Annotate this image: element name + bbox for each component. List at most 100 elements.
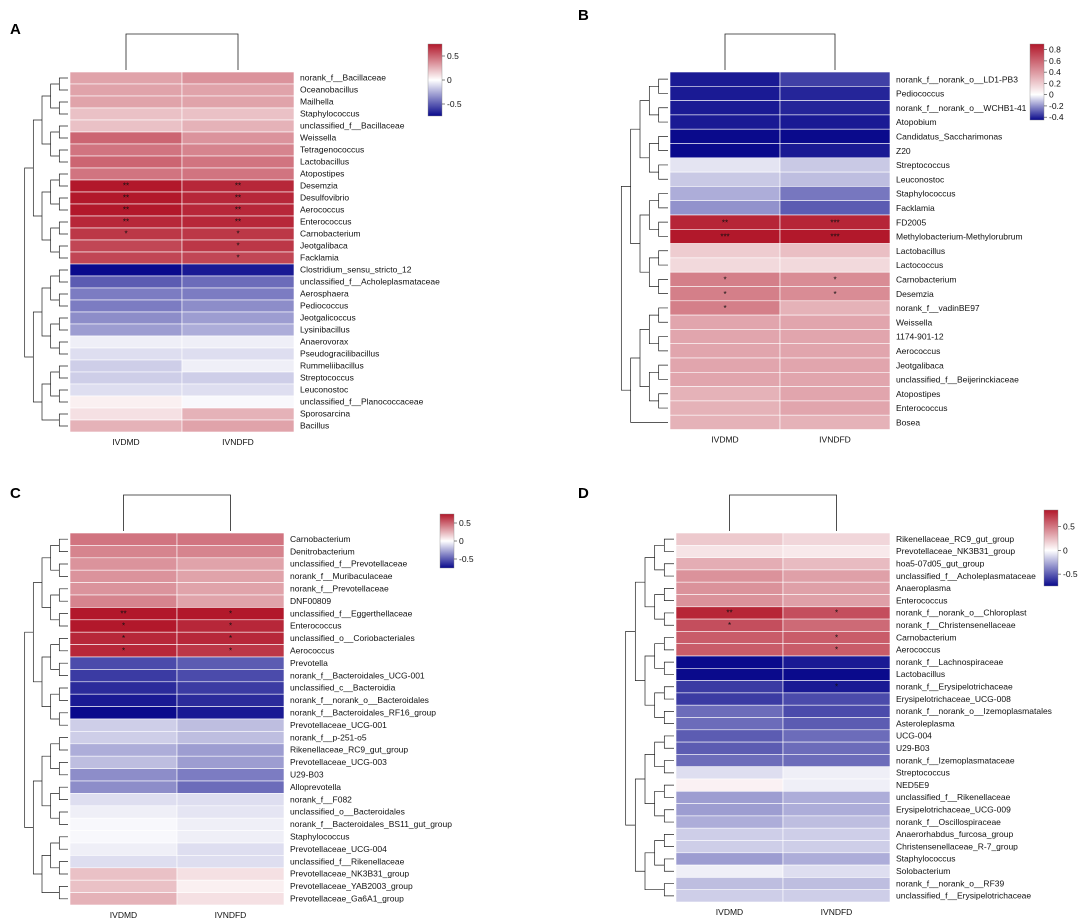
row-label: unclassified_f__Beijerinckiaceae — [896, 375, 1019, 385]
heatmap-cell — [69, 594, 178, 608]
row-label: Prevotellaceae_NK3B31_group — [896, 546, 1015, 556]
row-label: norank_f__Izemoplasmataceae — [896, 755, 1015, 765]
row-label: Aerosphaera — [300, 289, 349, 299]
row-dendrogram-branch — [58, 563, 68, 577]
row-dendrogram-branch — [50, 743, 60, 769]
row-label: Bacillus — [300, 421, 329, 431]
row-label: norank_f__Christensenellaceae — [896, 620, 1016, 630]
legend-tick-label: 0.5 — [459, 518, 471, 528]
row-label: norank_f__Oscillospiraceae — [896, 817, 1001, 827]
legend-colorbar — [1043, 509, 1059, 587]
legend-colorbar — [427, 43, 443, 117]
heatmap-cell — [675, 667, 784, 681]
heatmap-cell — [675, 803, 784, 817]
row-label: unclassified_o__Bacteroidales — [290, 807, 405, 817]
significance-mark: ** — [123, 218, 129, 227]
heatmap-cell — [669, 200, 781, 216]
row-dendrogram-branch — [50, 131, 60, 157]
heatmap-cell — [69, 892, 178, 906]
heatmap-cell — [69, 768, 178, 782]
column-label: IVDMD — [711, 435, 738, 445]
row-dendrogram-branch — [634, 581, 645, 681]
row-dendrogram-branch — [644, 557, 655, 608]
row-dendrogram-branch — [58, 712, 68, 726]
heatmap-cell — [669, 128, 781, 144]
row-dendrogram-branch — [50, 323, 60, 349]
column-dendrogram — [123, 494, 231, 531]
column-label: IVDMD — [112, 437, 139, 447]
row-dendrogram-branch — [648, 371, 659, 402]
row-label: Atopostipes — [300, 169, 344, 179]
heatmap-cell — [675, 569, 784, 583]
heatmap-cell — [782, 544, 891, 558]
row-label: Z20 — [896, 146, 911, 156]
row-dendrogram-branch — [58, 77, 68, 91]
row-dendrogram-branch — [663, 612, 674, 626]
significance-mark: ** — [123, 206, 129, 215]
row-label: norank_f__Erysipelotrichaceae — [896, 681, 1013, 691]
row-dendrogram-branch — [663, 711, 674, 724]
significance-mark: * — [122, 647, 125, 656]
row-dendrogram-branch — [658, 393, 668, 409]
heatmap-cell — [779, 371, 891, 387]
heatmap-cell — [779, 343, 891, 359]
heatmap-cell — [782, 729, 891, 743]
row-label: Sporosarcina — [300, 409, 350, 419]
row-dendrogram-branch — [58, 613, 68, 627]
row-label: norank_f__Prevotellaceae — [290, 584, 389, 594]
heatmap-cell — [782, 766, 891, 780]
heatmap-cell — [69, 855, 178, 869]
significance-mark: ** — [235, 206, 241, 215]
significance-mark: *** — [830, 218, 839, 227]
row-label: norank_f__norank_o__Izemoplasmatales — [896, 706, 1052, 716]
heatmap-cell — [669, 143, 781, 159]
heatmap-cell — [69, 299, 183, 313]
heatmap-cell — [782, 741, 891, 755]
row-label: Streptococcus — [300, 373, 354, 383]
row-label: Lactobacillus — [896, 669, 945, 679]
heatmap-cell — [675, 643, 784, 657]
legend-tick-label: 0.5 — [447, 51, 459, 61]
heatmap-cell — [69, 371, 183, 385]
heatmap-cell — [782, 704, 891, 718]
row-label: Lysinibacillus — [300, 325, 350, 335]
panel-label: D — [578, 485, 589, 502]
row-label: norank_f__norank_o__RF39 — [896, 878, 1004, 888]
row-label: Staphylococcus — [896, 854, 956, 864]
significance-mark: * — [122, 634, 125, 643]
row-label: Lactobacillus — [896, 246, 945, 256]
row-dendrogram-branch — [58, 737, 68, 751]
row-label: norank_f__Bacteroidales_BS11_gut_group — [290, 819, 452, 829]
row-label: Candidatus_Saccharimonas — [896, 131, 1002, 141]
row-label: Streptococcus — [896, 160, 950, 170]
heatmap-cell — [176, 532, 285, 546]
heatmap-cell — [782, 827, 891, 841]
row-dendrogram-branch — [658, 307, 668, 323]
legend-tick-label: -0.4 — [1049, 112, 1064, 122]
row-dendrogram-branch — [58, 101, 68, 115]
row-label: Streptococcus — [896, 768, 950, 778]
row-dendrogram-branch — [58, 886, 68, 900]
heatmap-cell — [669, 400, 781, 416]
heatmap-cell — [782, 778, 891, 792]
row-label: Asteroleplasma — [896, 718, 955, 728]
row-label: Lactococcus — [896, 260, 943, 270]
row-dendrogram-branch — [58, 125, 68, 139]
row-dendrogram-branch — [654, 741, 665, 768]
heatmap-cell — [176, 842, 285, 856]
row-label: unclassified_f__Rikenellaceae — [290, 856, 405, 866]
row-dendrogram-branch — [32, 780, 42, 875]
heatmap-cell — [779, 128, 891, 144]
heatmap-cell — [782, 532, 891, 546]
heatmap-cell — [782, 803, 891, 817]
heatmap-cell — [782, 864, 891, 878]
row-label: Enterococcus — [290, 621, 342, 631]
row-label: Pseudogracilibacillus — [300, 349, 379, 359]
significance-mark: * — [236, 254, 239, 263]
heatmap-cell — [69, 143, 183, 157]
significance-mark: * — [124, 230, 127, 239]
row-dendrogram-branch — [630, 357, 668, 423]
row-label: U29-B03 — [290, 770, 324, 780]
heatmap-cell — [69, 743, 178, 757]
